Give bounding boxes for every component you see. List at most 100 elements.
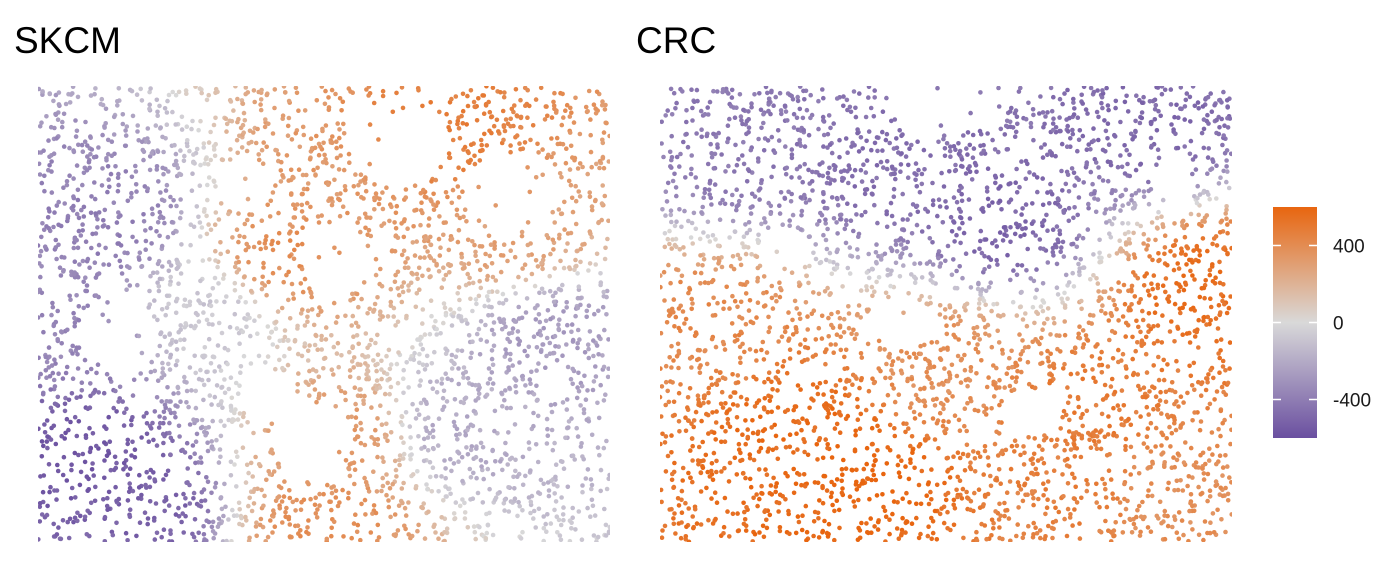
cell-point [730,511,736,517]
cell-point [76,142,81,148]
cell-point [1072,106,1077,111]
cell-point [151,470,156,475]
cell-point [443,466,448,471]
cell-point [976,487,982,493]
cell-point [422,194,428,199]
cell-point [287,254,292,259]
cell-point [1141,94,1146,100]
cell-point [587,190,592,195]
cell-point [504,351,509,356]
cell-point [40,221,45,226]
cell-point [525,242,531,248]
cell-point [713,344,719,350]
cell-point [321,491,326,497]
cell-point [320,126,325,132]
cell-point [330,164,335,169]
cell-point [660,141,664,146]
cell-point [1033,466,1039,472]
cell-point [262,493,267,499]
cell-point [872,202,877,208]
cell-point [989,406,994,411]
cell-point [206,140,212,145]
cell-point [464,445,469,450]
cell-point [495,289,500,294]
cell-point [522,262,528,267]
cell-point [774,445,779,451]
cell-point [193,86,198,89]
cell-point [728,263,734,269]
cell-point [1020,338,1025,343]
cell-point [152,298,157,303]
cell-point [604,486,610,492]
cell-point [967,216,973,221]
cell-point [525,353,530,359]
cell-point [1229,512,1232,517]
cell-point [356,375,362,381]
cell-point [55,468,61,474]
cell-point [159,197,165,203]
cell-point [75,274,81,280]
cell-point [1174,530,1180,535]
cell-point [566,425,571,430]
cell-point [393,272,398,278]
cell-point [245,420,250,425]
cell-point [357,387,362,392]
cell-point [157,209,163,215]
cell-point [832,482,837,488]
cell-point [259,286,265,292]
cell-point [102,424,107,429]
cell-point [95,362,101,368]
cell-point [749,101,754,106]
cell-point [972,456,978,461]
cell-point [1158,113,1163,119]
cell-point [103,245,108,251]
cell-point [294,230,300,236]
cell-point [821,95,826,101]
cell-point [597,165,602,171]
cell-point [333,488,339,494]
cell-point [870,178,875,184]
cell-point [513,457,518,463]
cell-point [366,93,371,98]
cell-point [966,496,971,501]
cell-point [216,320,222,326]
cell-point [1073,255,1078,261]
cell-point [196,319,202,324]
cell-point [599,201,605,206]
cell-point [80,258,86,264]
cell-point [716,130,721,136]
cell-point [511,474,516,480]
cell-point [253,140,259,146]
cell-point [998,126,1004,132]
cell-point [484,143,490,148]
cell-point [851,228,856,234]
cell-point [211,122,217,128]
cell-point [237,507,242,512]
cell-point [1093,209,1099,215]
cell-point [1152,310,1158,315]
cell-point [38,504,43,510]
cell-point [460,121,466,126]
cell-point [332,245,337,251]
cell-point [993,238,998,243]
cell-point [487,376,493,382]
cell-point [127,485,133,491]
cell-point [339,353,344,358]
cell-point [267,335,272,341]
cell-point [461,167,466,173]
cell-point [279,499,285,504]
cell-point [1213,479,1219,484]
cell-point [556,326,561,332]
cell-point [182,153,187,159]
cell-point [459,251,464,257]
cell-point [1002,500,1007,506]
cell-point [470,280,476,286]
cell-point [88,500,94,506]
cell-point [228,147,233,152]
cell-point [1011,268,1016,273]
cell-point [528,381,533,387]
cell-point [508,116,513,122]
cell-point [1218,433,1223,439]
cell-point [358,229,363,235]
cell-point [242,221,248,227]
